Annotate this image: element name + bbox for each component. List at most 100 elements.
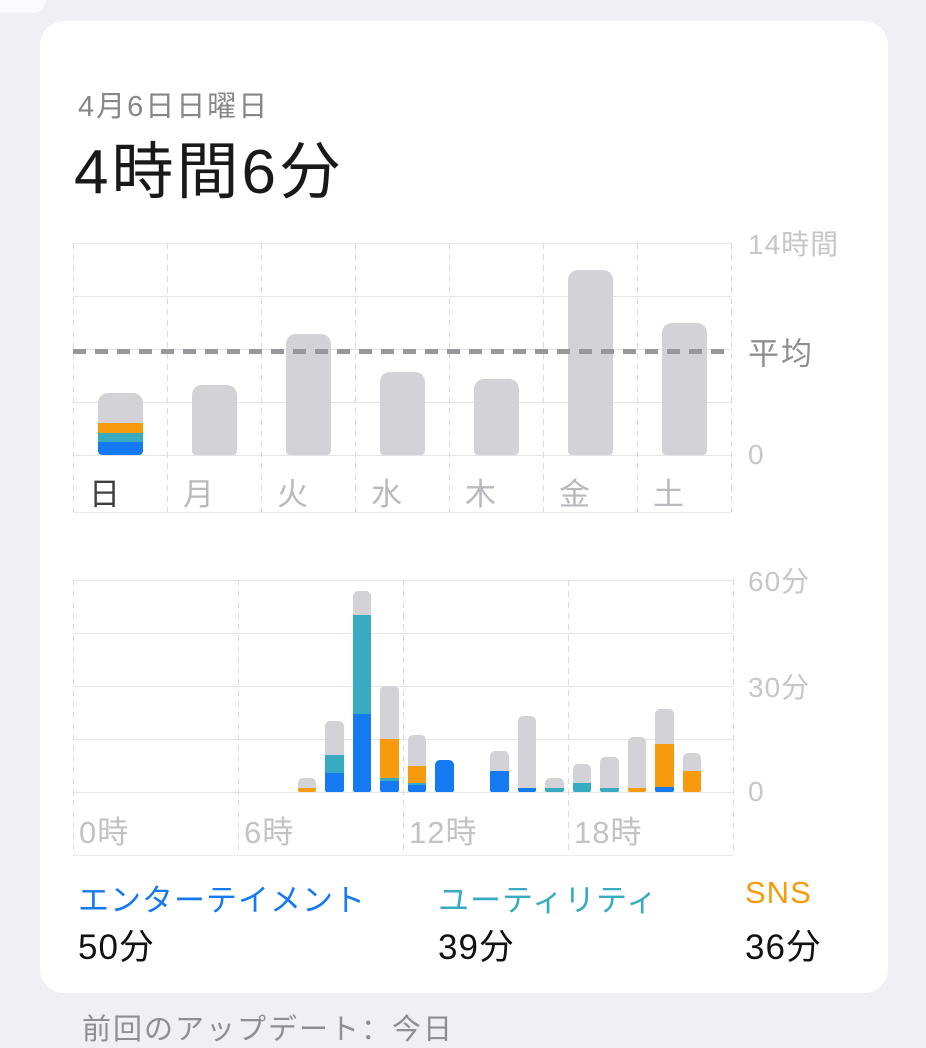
date-label: 4月6日日曜日 xyxy=(78,91,270,123)
segment-utility xyxy=(600,788,619,792)
segment-utility xyxy=(352,615,371,715)
segment-utility xyxy=(97,432,143,443)
hourly-bar-15[interactable] xyxy=(490,751,509,792)
segment-other xyxy=(379,371,425,455)
legend-entertainment-value: 50分 xyxy=(78,928,155,967)
weekly-bar-日[interactable] xyxy=(97,392,143,455)
day-label-火[interactable]: 火 xyxy=(277,477,309,512)
average-label: 平均 xyxy=(748,336,814,371)
weekly-day-axis: 日月火水木金土 xyxy=(73,469,731,512)
legend-entertainment-label: エンターテイメント xyxy=(78,883,366,918)
segment-utility xyxy=(325,754,344,773)
weekly-gridline-v xyxy=(637,243,638,512)
screen-time-page: { "header": { "date": "4月6日日曜日", "total"… xyxy=(0,0,888,1046)
weekly-gridline-h xyxy=(73,243,731,244)
segment-entertainment xyxy=(517,788,536,792)
legend-sns-label: SNS xyxy=(745,875,812,910)
weekly-gridline-h xyxy=(73,296,731,297)
hourly-bar-8[interactable] xyxy=(297,777,316,792)
segment-other xyxy=(567,270,613,455)
segment-utility xyxy=(545,788,564,792)
hourly-bar-11[interactable] xyxy=(380,686,399,792)
segment-other xyxy=(473,379,519,455)
weekly-y-label: 0 xyxy=(748,439,765,470)
hour-label-12: 12時 xyxy=(409,815,478,850)
weekly-gridline-h xyxy=(73,455,731,456)
hourly-y-label: 60分 xyxy=(748,566,811,597)
weekly-gridline-v xyxy=(543,243,544,512)
hourly-bar-21[interactable] xyxy=(655,708,674,792)
segment-utility xyxy=(572,783,591,792)
weekly-bar-木[interactable] xyxy=(473,379,519,455)
weekly-chart-bottom-hairline xyxy=(73,512,731,513)
day-label-月[interactable]: 月 xyxy=(183,477,215,512)
hourly-bar-10[interactable] xyxy=(352,590,371,792)
hourly-bar-13[interactable] xyxy=(435,760,454,792)
segment-other xyxy=(682,753,701,771)
weekly-gridline-v xyxy=(167,243,168,512)
hour-label-18: 18時 xyxy=(574,815,643,850)
segment-other xyxy=(285,333,331,455)
legend-utility-value: 39分 xyxy=(438,928,515,967)
segment-sns xyxy=(655,744,674,787)
hourly-bar-18[interactable] xyxy=(572,763,591,792)
weekly-gridline-v xyxy=(449,243,450,512)
hourly-gridline-v xyxy=(568,580,569,855)
weekly-bar-月[interactable] xyxy=(191,385,237,455)
segment-other xyxy=(572,763,591,784)
day-label-土[interactable]: 土 xyxy=(653,477,685,512)
weekly-y-label: 14時間 xyxy=(748,229,840,260)
segment-entertainment xyxy=(490,770,509,792)
average-line xyxy=(73,348,731,354)
hourly-bar-17[interactable] xyxy=(545,777,564,792)
segment-entertainment xyxy=(407,784,426,792)
segment-other xyxy=(325,721,344,755)
hourly-bar-chart xyxy=(73,580,734,855)
segment-other xyxy=(627,737,646,789)
day-label-水[interactable]: 水 xyxy=(371,477,403,512)
segment-other xyxy=(545,777,564,789)
hourly-bar-16[interactable] xyxy=(517,716,536,792)
weekly-bar-火[interactable] xyxy=(285,333,331,455)
segment-utility xyxy=(407,783,426,785)
hourly-bar-12[interactable] xyxy=(407,735,426,792)
hour-label-0: 0時 xyxy=(79,815,130,850)
hourly-bar-9[interactable] xyxy=(325,721,344,792)
segment-entertainment xyxy=(325,772,344,792)
segment-other xyxy=(490,751,509,771)
day-label-木[interactable]: 木 xyxy=(465,477,497,512)
weekly-bar-水[interactable] xyxy=(379,371,425,455)
segment-entertainment xyxy=(435,760,454,792)
segment-other xyxy=(600,756,619,789)
segment-entertainment xyxy=(655,786,674,792)
hourly-gridline-v xyxy=(238,580,239,855)
screen-time-card: 4月6日日曜日 4時間6分 日 月 火 水 木 金 土 エンターテイメント 50分 ユーティ… xyxy=(40,21,888,993)
previous-card-remnant xyxy=(0,0,46,13)
segment-other xyxy=(380,686,399,739)
weekly-bar-chart xyxy=(73,243,732,512)
hour-label-6: 6時 xyxy=(244,815,295,850)
hourly-bar-22[interactable] xyxy=(682,753,701,792)
hourly-bar-20[interactable] xyxy=(627,737,646,792)
segment-sns xyxy=(297,788,316,792)
day-label-金[interactable]: 金 xyxy=(559,477,591,512)
segment-utility xyxy=(380,777,399,782)
segment-other xyxy=(97,392,143,424)
hourly-bar-19[interactable] xyxy=(600,756,619,792)
weekly-bar-土[interactable] xyxy=(661,323,707,455)
segment-other xyxy=(517,716,536,789)
hourly-gridline-v xyxy=(73,580,74,855)
weekly-bar-金[interactable] xyxy=(567,270,613,455)
segment-other xyxy=(407,735,426,766)
segment-entertainment xyxy=(97,442,143,455)
weekly-gridline-v xyxy=(355,243,356,512)
day-label-日[interactable]: 日 xyxy=(89,477,121,512)
hourly-y-label: 30分 xyxy=(748,672,811,703)
segment-sns xyxy=(627,788,646,792)
segment-sns xyxy=(407,765,426,784)
total-screen-time: 4時間6分 xyxy=(74,138,344,207)
last-updated-text-cut-off: 前回のアップデート：今日 xyxy=(82,1014,455,1046)
weekly-gridline-v xyxy=(261,243,262,512)
legend-sns-value: 36分 xyxy=(745,928,822,967)
weekly-gridline-v xyxy=(731,243,732,512)
